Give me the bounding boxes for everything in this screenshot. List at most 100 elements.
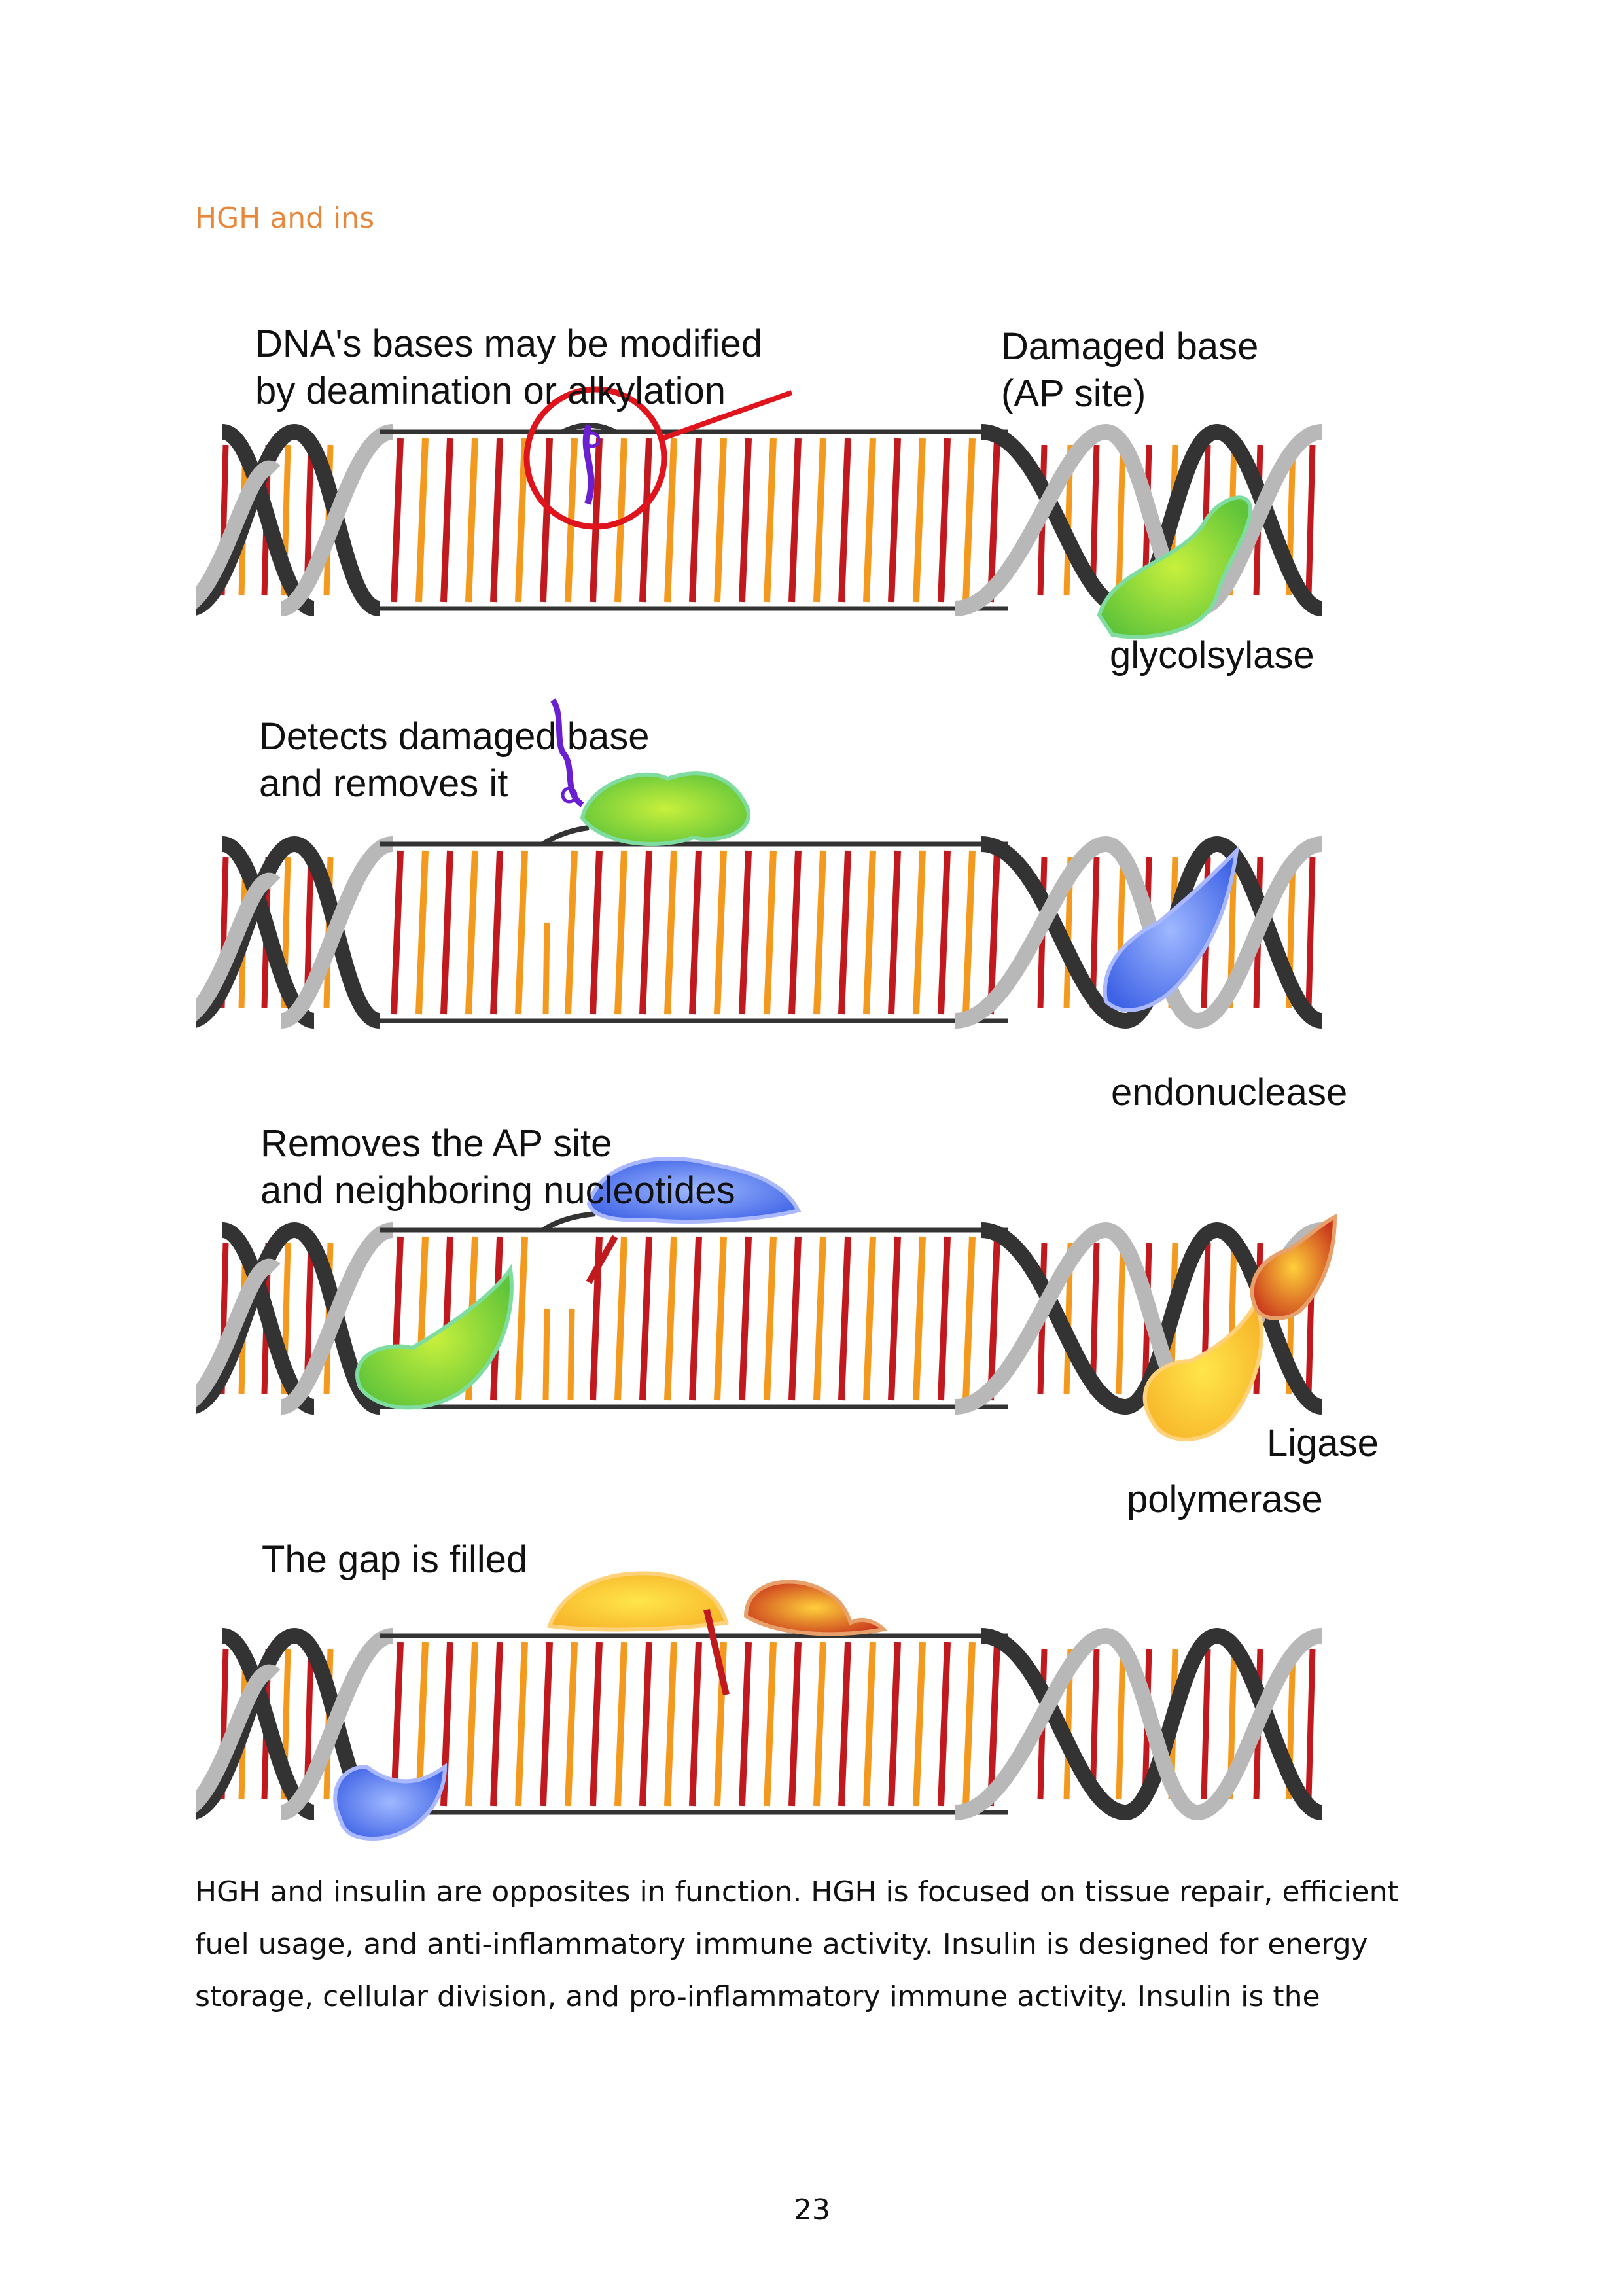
base-pair [813, 1236, 826, 1401]
strand-dark [196, 836, 381, 1029]
base-pair [465, 438, 478, 603]
base-pair [1116, 444, 1126, 596]
polymerase-enzyme [546, 1571, 729, 1632]
base-pair [590, 438, 603, 603]
base-pair [1089, 444, 1100, 596]
base-pair [838, 850, 851, 1015]
base-pair [938, 1236, 951, 1401]
base-pair [540, 438, 553, 603]
base-pair [764, 1642, 777, 1807]
body-paragraph: HGH and insulin are opposites in functio… [195, 1866, 1413, 2023]
base-pair [664, 1642, 677, 1807]
base-pair [590, 850, 603, 1015]
base-pair [515, 1642, 528, 1807]
polymerase-label: polymerase [1127, 1478, 1323, 1521]
strand-dark [196, 423, 381, 616]
base-pair [913, 1642, 926, 1807]
base-pair [938, 438, 951, 603]
base-pair [1116, 1648, 1126, 1800]
base-pair [689, 1642, 702, 1807]
base-pair [913, 850, 926, 1015]
base-pair [689, 850, 702, 1015]
base-pair [938, 850, 951, 1015]
strand-light [196, 1665, 281, 1813]
base-pair [788, 1236, 802, 1401]
base-pair [440, 438, 453, 603]
base-pair [739, 438, 752, 603]
body-line-1: HGH and insulin are opposites in functio… [195, 1875, 1399, 1909]
strand-bump [541, 1211, 596, 1233]
base-pair [838, 1236, 851, 1401]
base-pair [813, 438, 826, 603]
strand-light [196, 461, 281, 609]
half-base [567, 1308, 575, 1401]
dna-helix [196, 836, 1324, 1029]
base-pair [391, 850, 404, 1015]
panel4-label: The gap is filled [262, 1538, 528, 1581]
base-pair [987, 1236, 1000, 1401]
strand-light [279, 836, 394, 1029]
panel3-label-line2: and neighboring nucleotides [260, 1169, 735, 1212]
panel1-label-line2: by deamination or alkylation [255, 370, 726, 412]
panel1-label: DNA's bases may be modified by deaminati… [255, 321, 762, 415]
base-pair [813, 1642, 826, 1807]
half-base [542, 922, 550, 1015]
base-pair [913, 438, 926, 603]
base-pair [1089, 1243, 1100, 1394]
base-pair [391, 438, 404, 603]
endonuclease-enzyme [586, 1156, 802, 1224]
dna-helix [196, 1627, 1324, 1821]
base-pair [689, 1236, 702, 1401]
base-pair [1305, 1648, 1316, 1800]
callout-line1: Damaged base [1001, 325, 1259, 368]
removed-base-curl [561, 786, 578, 804]
base-pair [664, 1236, 677, 1401]
strand-light [279, 1222, 394, 1415]
base-pair [515, 438, 528, 603]
strand-dark [196, 1627, 381, 1820]
base-pair [739, 1642, 752, 1807]
base-pair [1089, 857, 1100, 1008]
base-pair [639, 438, 652, 603]
ligase-enzyme [743, 1580, 888, 1636]
dna-helix [196, 423, 1324, 617]
glycolsylase-enzyme [355, 1263, 514, 1410]
base-pair [714, 438, 727, 603]
callout-circle [523, 386, 667, 530]
base-pair [565, 850, 578, 1015]
base-pair [863, 438, 876, 603]
callout-line [661, 390, 793, 441]
base-pair [788, 438, 802, 603]
base-pair [962, 850, 976, 1015]
base-pair [639, 850, 652, 1015]
base-pair [764, 438, 777, 603]
glycolsylase-enzyme [580, 771, 750, 846]
base-pair [987, 1642, 1000, 1807]
endonuclease-label: endonuclease [1111, 1071, 1348, 1114]
strand-light [279, 1628, 394, 1820]
panel2-label-line1: Detects damaged base [259, 715, 650, 758]
strand-light [196, 1259, 281, 1407]
base-pair [739, 1236, 752, 1401]
base-pair [888, 850, 901, 1015]
endonuclease-enzyme [1103, 845, 1240, 1012]
panel1-callout-label: Damaged base (AP site) [1001, 323, 1258, 417]
base-pair [465, 1642, 478, 1807]
page-heading: HGH and ins [195, 202, 375, 235]
panel1-label-line1: DNA's bases may be modified [255, 323, 763, 365]
base-pair [565, 1642, 578, 1807]
base-pair [465, 850, 478, 1015]
base-pair [913, 1236, 926, 1401]
base-pair [838, 1642, 851, 1807]
base-pair [614, 850, 627, 1015]
base-pair [788, 1642, 802, 1807]
strand-light [954, 1627, 1323, 1821]
strand-dark [980, 1627, 1324, 1821]
base-pair [1305, 444, 1316, 596]
strand-bump [541, 825, 590, 847]
glycolsylase-enzyme [1097, 495, 1253, 639]
base-pair [962, 1642, 976, 1807]
strand-light [279, 424, 394, 616]
panel3-label: Removes the AP site and neighboring nucl… [260, 1120, 735, 1214]
page-number: 23 [794, 2193, 830, 2227]
